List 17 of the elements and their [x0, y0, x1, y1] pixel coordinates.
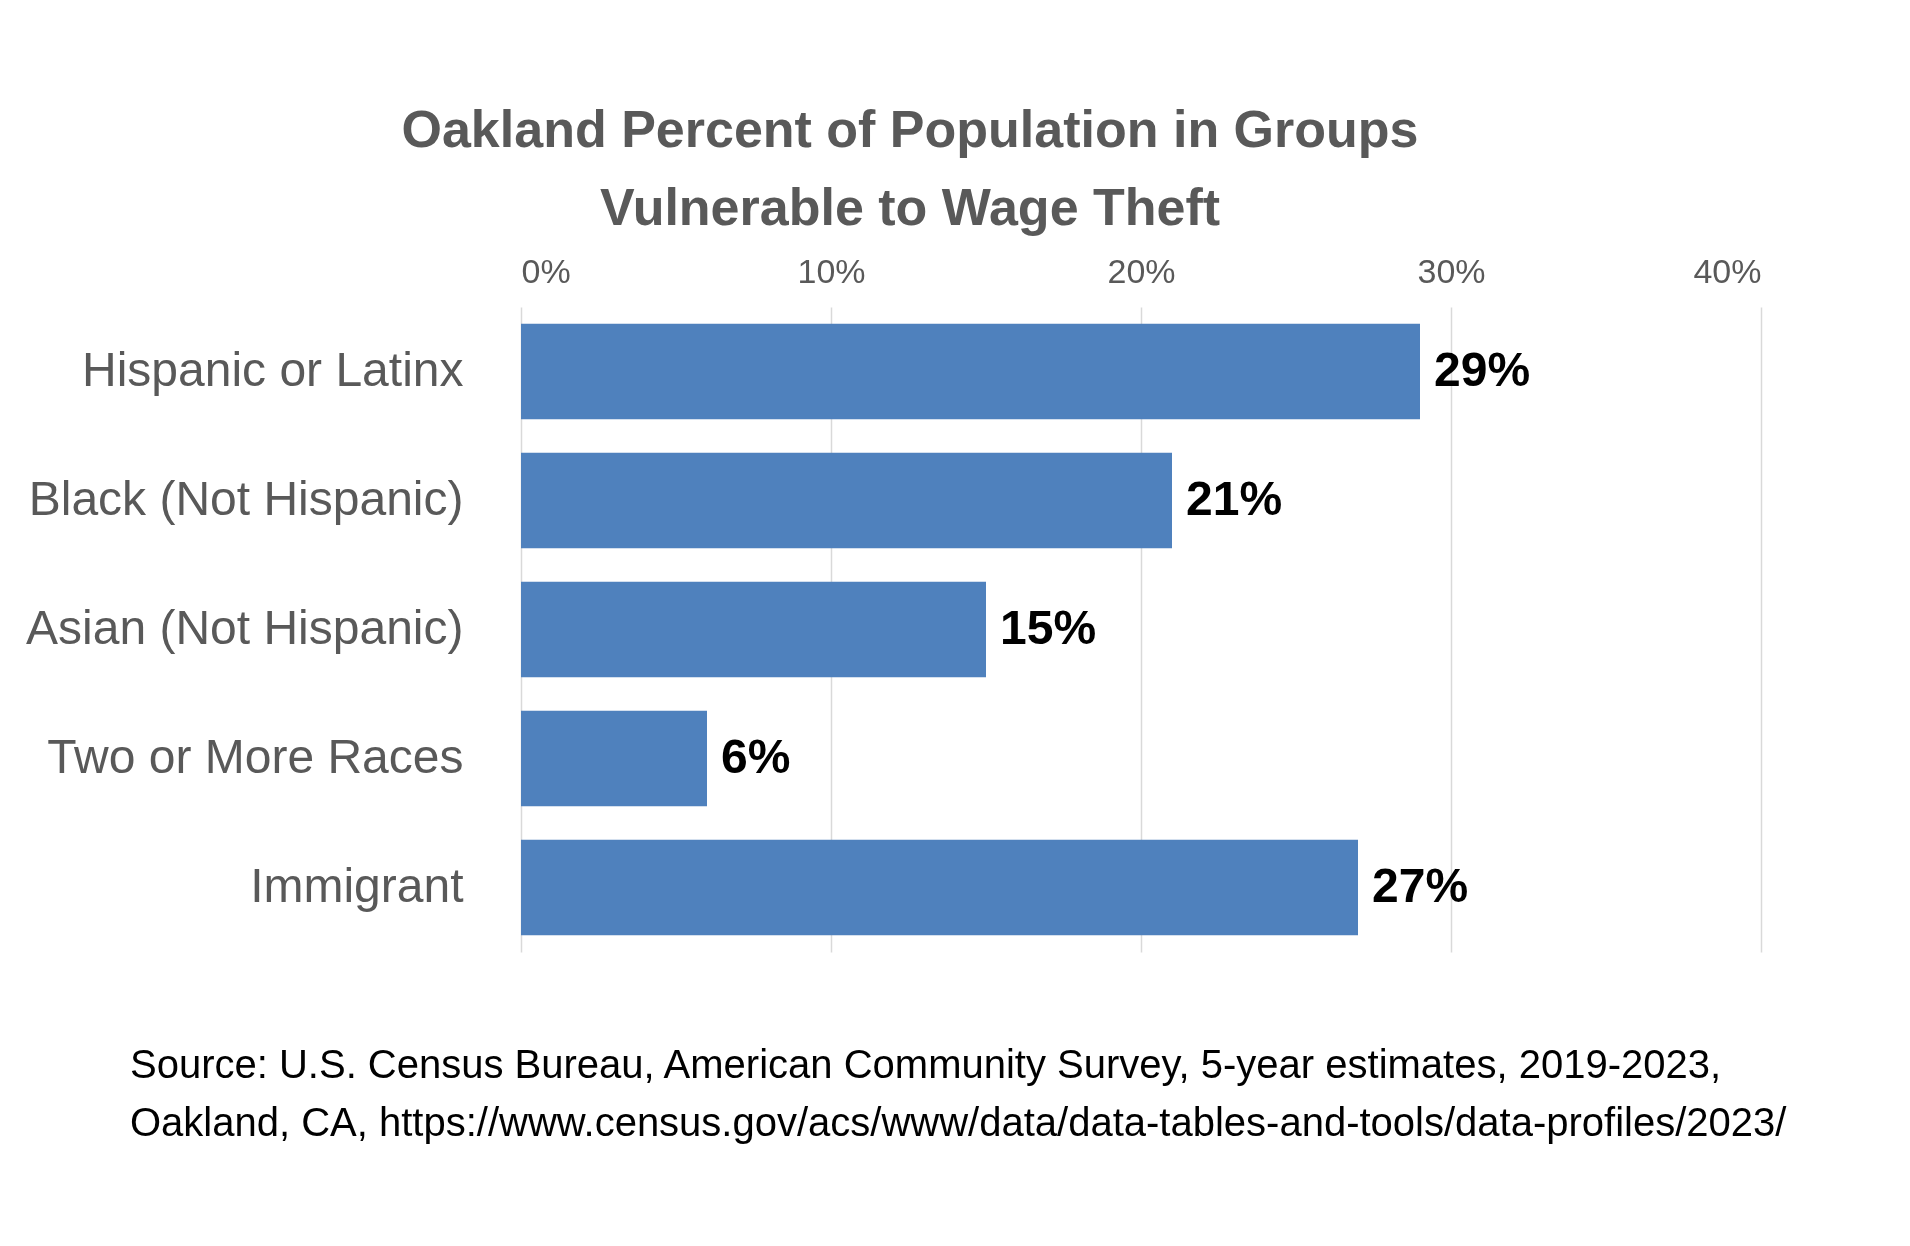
- x-tick-label: 0%: [521, 251, 571, 290]
- y-tick-label: Immigrant: [250, 858, 464, 912]
- x-tick-label: 10%: [797, 251, 866, 290]
- data-label: 21%: [1186, 471, 1283, 525]
- data-label: 27%: [1372, 858, 1469, 912]
- data-label: 6%: [721, 729, 791, 783]
- data-label: 29%: [1434, 342, 1531, 396]
- y-tick-label: Black (Not Hispanic): [28, 471, 464, 525]
- y-tick-label: Hispanic or Latinx: [81, 342, 464, 396]
- y-tick-label: Two or More Races: [47, 729, 464, 783]
- data-label: 15%: [1000, 600, 1097, 654]
- x-tick-label: 40%: [1693, 251, 1762, 290]
- x-tick-label: 20%: [1107, 251, 1176, 290]
- x-tick-label: 30%: [1417, 251, 1486, 290]
- y-tick-label: Asian (Not Hispanic): [26, 600, 464, 654]
- chart-title: Oakland Percent of Population in Groups Vulnerable to Wage Theft: [400, 99, 1420, 238]
- source-note: Source: U.S. Census Bureau, American Community Survey, 5-year estimates, 2019-2023, Oakland, CA, https://www.census.gov/acs/www/data/data-tables-and-tools/data-profiles/2023/: [130, 1041, 1788, 1146]
